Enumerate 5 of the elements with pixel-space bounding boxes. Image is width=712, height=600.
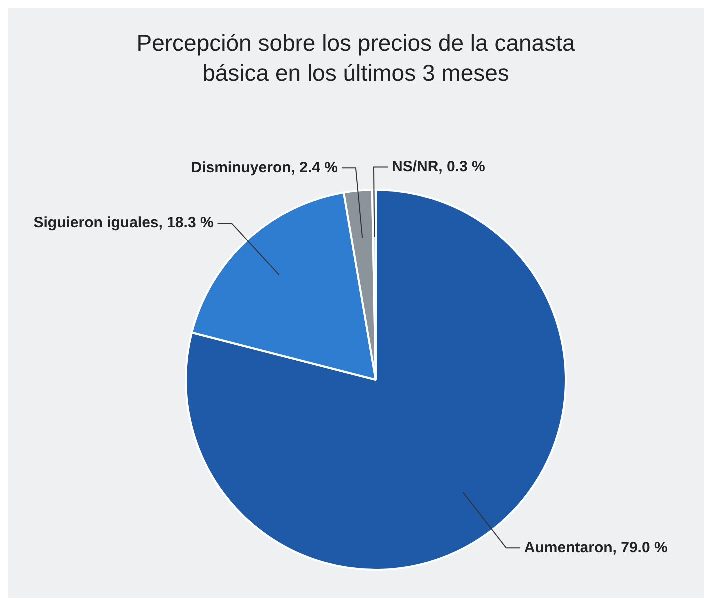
slice-label: Aumentaron, 79.0 %	[524, 539, 668, 556]
chart-title: Percepción sobre los precios de la canasta básica en los últimos 3 meses	[136, 29, 576, 88]
slice-label: NS/NR, 0.3 %	[392, 158, 486, 176]
slice-label: Disminuyeron, 2.4 %	[191, 159, 338, 176]
slice-label: Siguieron iguales, 18.3 %	[34, 214, 214, 232]
